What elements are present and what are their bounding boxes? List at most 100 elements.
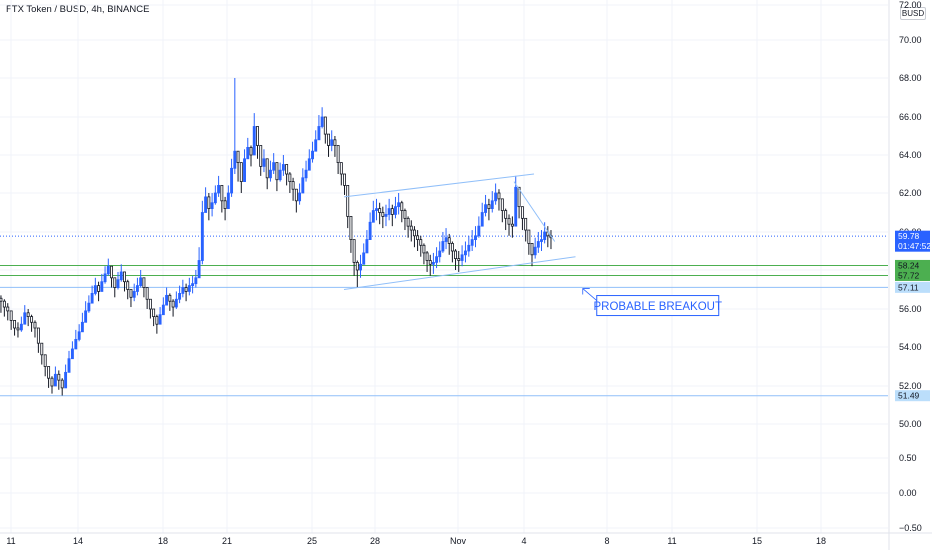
candle-body: [106, 265, 110, 275]
candle-body: [103, 273, 107, 283]
candle-body: [317, 126, 321, 141]
candle-body: [57, 373, 61, 381]
candle-body: [6, 306, 10, 312]
candle-body: [236, 150, 240, 163]
price-tag-bg: [895, 240, 930, 252]
candle-body: [204, 196, 208, 213]
candle-body: [256, 126, 259, 146]
candle-body: [161, 304, 165, 316]
y-tick-label: 56.00: [899, 304, 922, 314]
candle-body: [100, 281, 104, 292]
candle-body: [174, 298, 178, 308]
y-tick-label: −0.50: [899, 523, 922, 533]
price-tag: 59.78: [898, 231, 920, 241]
x-tick-label: 15: [752, 536, 762, 546]
candle-body: [213, 192, 217, 204]
candle-body: [397, 202, 401, 208]
candle-body: [178, 292, 182, 300]
candle-body: [540, 239, 543, 242]
candle-body: [412, 229, 416, 237]
annotation-arrow: [582, 288, 598, 301]
candle-body: [129, 289, 133, 298]
candle-body: [419, 239, 423, 246]
candle-body: [210, 202, 214, 209]
candle-body: [330, 139, 334, 146]
candle-body: [135, 285, 139, 292]
currency-button[interactable]: BUSD: [900, 7, 926, 20]
annotation-text: PROBABLE BREAKOUT: [594, 301, 722, 313]
candle-body: [343, 173, 346, 186]
candle-body: [444, 237, 448, 242]
candle-body: [60, 379, 64, 389]
candle-body: [447, 237, 451, 244]
candle-body: [168, 294, 172, 302]
candle-body: [119, 271, 123, 281]
y-tick-label: 68.00: [899, 73, 922, 83]
candle-body: [307, 158, 311, 171]
candle-body: [477, 225, 481, 237]
candle-body: [416, 235, 420, 241]
candle-body: [252, 126, 256, 156]
candle-body: [384, 214, 388, 217]
candle-body: [438, 250, 442, 258]
candle-body: [36, 327, 40, 344]
candle-body: [288, 173, 292, 182]
candle-body: [467, 244, 471, 252]
candle-body: [275, 162, 279, 181]
candle-body: [200, 212, 204, 261]
candle-body: [47, 366, 51, 379]
candle-body: [194, 277, 198, 285]
x-tick-label: 18: [158, 536, 168, 546]
candle-body: [484, 204, 488, 213]
price-tag-bg: [895, 269, 930, 281]
annotation-box[interactable]: [596, 295, 720, 317]
candle-body: [349, 215, 353, 240]
trendline[interactable]: [343, 256, 576, 290]
candle-body: [520, 206, 524, 219]
x-tick-label: 25: [307, 536, 317, 546]
candle-body: [84, 310, 88, 323]
candle-body: [460, 254, 464, 261]
trendline[interactable]: [343, 173, 535, 198]
candle-body: [527, 229, 531, 244]
candle-body: [400, 202, 404, 211]
candle-body: [0, 297, 3, 302]
candle-body: [30, 316, 34, 323]
price-tag: 57.11: [898, 282, 919, 292]
y-tick-label: 66.00: [899, 112, 922, 122]
candle-body: [533, 246, 537, 256]
price-tag: 57.72: [898, 270, 920, 280]
candle-body: [323, 116, 327, 135]
candle-body: [394, 206, 397, 215]
candle-body: [390, 208, 394, 215]
candle-body: [336, 145, 340, 164]
candle-body: [23, 312, 27, 325]
price-tag-bg: [895, 390, 930, 402]
candle-body: [93, 285, 97, 294]
candle-body: [80, 321, 84, 333]
y-tick-label: 52.00: [899, 381, 922, 391]
candle-body: [304, 169, 308, 179]
candle-body: [368, 221, 372, 241]
candle-body: [285, 164, 289, 175]
candle-body: [184, 287, 188, 292]
candle-body: [13, 319, 17, 329]
candle-body: [409, 225, 413, 231]
candle-body: [278, 169, 282, 181]
candle-body: [116, 279, 120, 288]
candle-body: [378, 208, 382, 213]
candle-body: [450, 242, 454, 252]
y-tick-label: 62.00: [899, 188, 922, 198]
candle-body: [362, 252, 366, 265]
candle-body: [507, 217, 511, 225]
candle-body: [43, 354, 47, 367]
candle-body: [165, 294, 169, 306]
y-tick-label: 64.00: [899, 150, 922, 160]
trendline[interactable]: [513, 181, 556, 242]
y-tick-label: 54.00: [899, 342, 922, 352]
candle-body: [422, 244, 426, 254]
candle-body: [463, 250, 467, 256]
price-tag-bg: [895, 259, 930, 271]
